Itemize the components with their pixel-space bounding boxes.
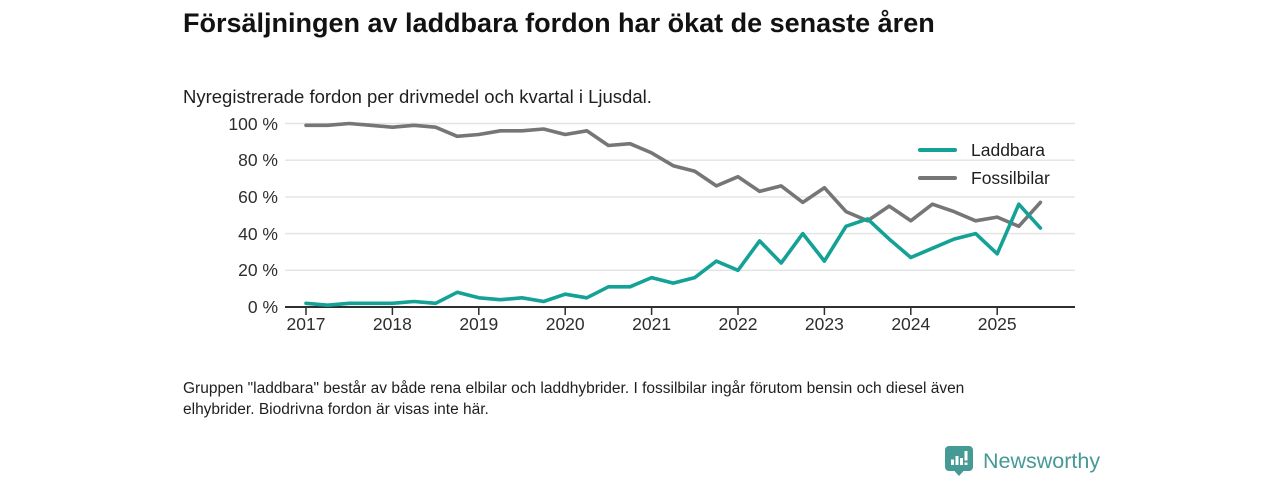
legend-item-laddbara: Laddbara (918, 136, 1050, 164)
y-tick-label: 80 % (238, 150, 278, 171)
chart-title: Försäljningen av laddbara fordon har öka… (183, 8, 935, 38)
y-tick-label: 100 % (228, 113, 278, 134)
footnote-line-2: elhybrider. Biodrivna fordon är visas in… (183, 401, 489, 418)
series-line-fossilbilar (304, 121, 1043, 229)
chart-footnote: Gruppen "laddbara" består av både rena e… (183, 378, 964, 420)
x-tick-label: 2022 (718, 314, 758, 334)
legend-line-swatch-laddbara (918, 147, 957, 153)
x-tick-label: 2025 (977, 314, 1017, 334)
x-tick-label: 2024 (891, 314, 931, 334)
legend-label-laddbara: Laddbara (971, 139, 1045, 160)
y-tick-label: 0 % (247, 297, 278, 317)
legend-label-fossilbilar: Fossilbilar (971, 167, 1050, 188)
chart-legend: Laddbara Fossilbilar (918, 136, 1050, 192)
newsworthy-bubble-chart-icon (945, 446, 973, 476)
logo-text: Newsworthy (983, 448, 1101, 473)
chart-subtitle: Nyregistrerade fordon per drivmedel och … (183, 86, 652, 107)
y-tick-label: 20 % (238, 260, 278, 281)
x-tick-label: 2017 (286, 314, 326, 334)
series-line-laddbara (304, 202, 1043, 308)
x-tick-label: 2018 (372, 314, 412, 334)
x-tick-label: 2023 (804, 314, 844, 334)
x-tick-label: 2020 (545, 314, 585, 334)
newsworthy-logo: Newsworthy (944, 445, 1100, 477)
legend-line-swatch-fossilbilar (918, 175, 957, 181)
x-tick-label: 2019 (459, 314, 499, 334)
x-tick-label: 2021 (632, 314, 672, 334)
y-tick-label: 60 % (238, 186, 278, 207)
y-tick-label: 40 % (238, 223, 278, 244)
footnote-line-1: Gruppen "laddbara" består av både rena e… (183, 380, 965, 397)
legend-item-fossilbilar: Fossilbilar (918, 164, 1050, 192)
